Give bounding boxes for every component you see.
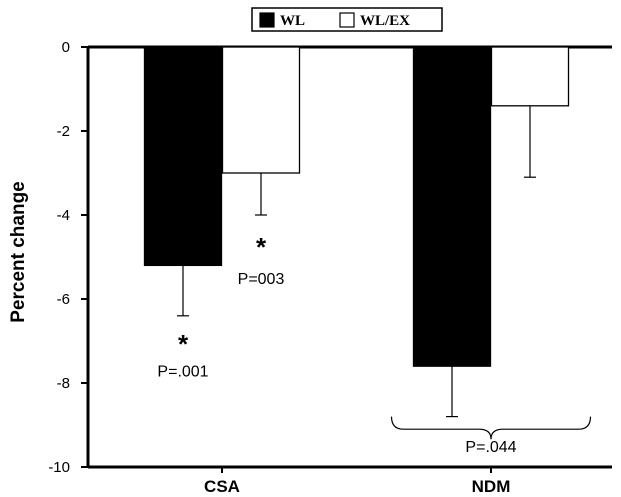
x-tick-label: CSA — [204, 477, 240, 496]
significance-star: * — [256, 232, 267, 262]
plot-area: 0 -2 -4 -6 -8 -10 CSA NDM * P=.001 * P=003 P=.044 — [48, 39, 612, 496]
legend: WL WL/EX — [251, 7, 443, 32]
y-tick-label: -2 — [57, 123, 70, 140]
legend-label: WL/EX — [360, 13, 410, 29]
bracket — [390, 416, 592, 440]
y-tick-label: -8 — [57, 375, 70, 392]
y-tick-label: -6 — [57, 291, 70, 308]
legend-swatch — [259, 12, 275, 28]
x-tick-label: NDM — [472, 477, 511, 496]
bar — [143, 46, 223, 267]
y-tick-label: -4 — [57, 207, 70, 224]
y-tick-label: 0 — [62, 39, 70, 56]
bar — [412, 46, 492, 367]
p-value-label: P=.001 — [157, 363, 208, 380]
legend-swatch — [339, 12, 355, 28]
bar — [221, 46, 301, 174]
p-value-label: P=003 — [238, 271, 285, 288]
bar — [490, 46, 570, 107]
significance-star: * — [178, 329, 189, 359]
y-tick-label: -10 — [48, 459, 70, 476]
p-value-label: P=.044 — [465, 439, 516, 456]
legend-label: WL — [280, 13, 305, 29]
y-axis-label: Percent change — [8, 181, 29, 323]
